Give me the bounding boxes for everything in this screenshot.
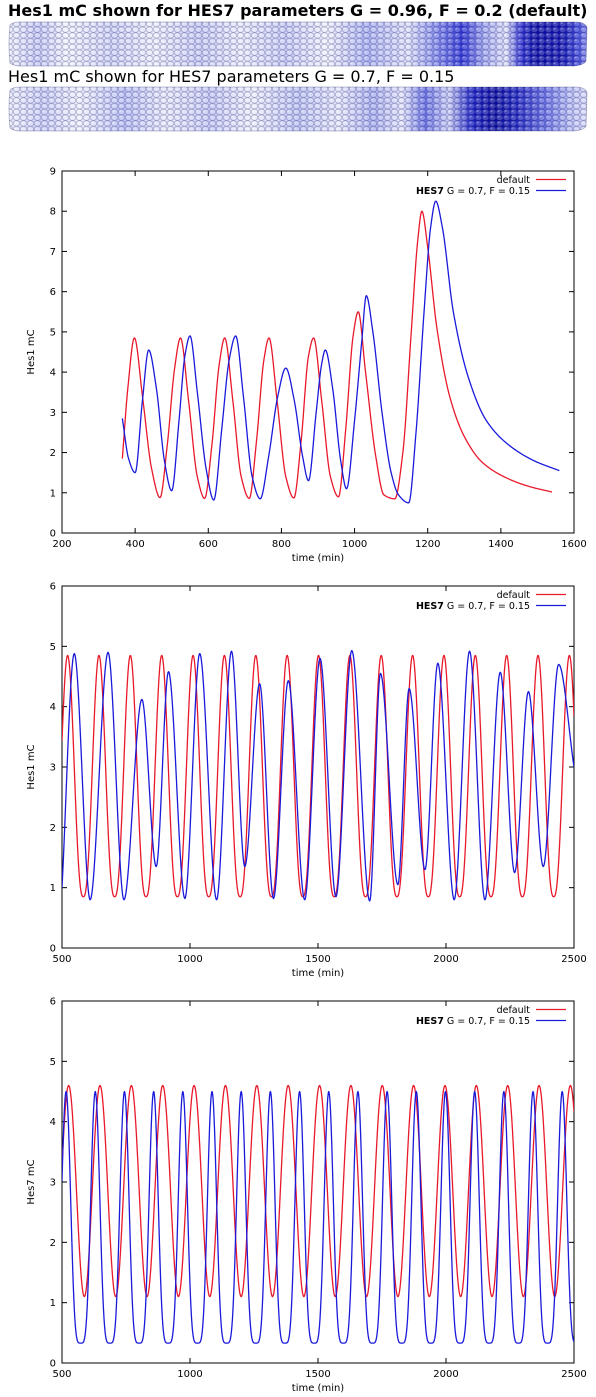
series-group — [62, 1084, 574, 1344]
x-tick-label: 2500 — [561, 954, 586, 965]
y-tick-label: 6 — [50, 582, 56, 593]
x-tick-label: 600 — [199, 539, 218, 550]
y-tick-label: 6 — [50, 997, 56, 1008]
x-tick-label: 1600 — [561, 539, 586, 550]
x-tick-label: 1500 — [305, 954, 330, 965]
tissue-cells — [8, 21, 588, 67]
y-tick-label: 4 — [50, 702, 56, 713]
x-axis-label: time (min) — [292, 1383, 345, 1394]
y-tick-label: 1 — [50, 488, 56, 499]
series-line-default — [62, 654, 574, 898]
tissue-strip-default — [8, 21, 588, 67]
series-line-hes7-modified — [121, 200, 560, 504]
chart-hes7-long: 500 1000 1500 2000 2500 0 1 2 3 4 5 6 time (min) Hes7… — [26, 997, 587, 1395]
series-line-hes7-modified — [62, 1090, 574, 1344]
legend-label: HES7 G = 0.7, F = 0.15 — [416, 186, 530, 197]
y-tick-label: 4 — [50, 1117, 56, 1128]
plot-frame — [61, 170, 575, 534]
x-tick-label: 1500 — [305, 1369, 330, 1380]
x-tick-label: 1400 — [488, 539, 513, 550]
y-tick-label: 2 — [50, 448, 56, 459]
legend-label-text: G = 0.7, F = 0.15 — [444, 1016, 530, 1027]
y-tick-label: 9 — [50, 167, 56, 178]
series-group — [121, 200, 560, 504]
y-axis-label: Hes7 mC — [26, 1159, 37, 1204]
x-tick-label: 400 — [126, 539, 145, 550]
y-tick-label: 1 — [50, 1298, 56, 1309]
series-line-hes7-modified — [62, 649, 574, 902]
x-tick-label: 1000 — [177, 954, 202, 965]
y-tick-label: 0 — [50, 529, 56, 540]
y-axis-label: Hes1 mC — [26, 744, 37, 789]
y-tick-label: 6 — [50, 287, 56, 298]
legend-label: default — [497, 175, 531, 186]
y-tick-label: 5 — [50, 642, 56, 653]
legend-label-bold: HES7 — [416, 1016, 444, 1027]
x-tick-label: 1000 — [342, 539, 367, 550]
x-tick-label: 2000 — [433, 954, 458, 965]
series-line-default — [121, 210, 553, 500]
x-tick-label: 1200 — [415, 539, 440, 550]
y-tick-label: 7 — [50, 247, 56, 258]
x-tick-label: 200 — [52, 539, 71, 550]
y-tick-label: 3 — [50, 1178, 56, 1189]
y-tick-label: 4 — [50, 368, 56, 379]
chart-hes1-transient: 200 400 600 800 1000 1200 1400 1600 0 1 2 3 4 5 6 7 8 9 ti… — [26, 167, 587, 565]
y-tick-label: 3 — [50, 763, 56, 774]
legend-label: default — [497, 1005, 531, 1016]
x-tick-label: 500 — [52, 954, 71, 965]
x-axis-label: time (min) — [292, 968, 345, 979]
legend-label: default — [497, 590, 531, 601]
y-axis-label: Hes1 mC — [26, 329, 37, 374]
x-tick-label: 2000 — [433, 1369, 458, 1380]
legend-label-bold: HES7 — [416, 186, 444, 197]
legend-label-text: G = 0.7, F = 0.15 — [444, 186, 530, 197]
series-line-default — [62, 1084, 574, 1298]
chart-hes1-long: 500 1000 1500 2000 2500 0 1 2 3 4 5 6 time (min) Hes1… — [26, 582, 587, 980]
x-tick-label: 800 — [272, 539, 291, 550]
y-tick-label: 1 — [50, 883, 56, 894]
y-tick-label: 0 — [50, 944, 56, 955]
plot-frame — [61, 585, 575, 949]
x-tick-label: 1000 — [177, 1369, 202, 1380]
legend-label-text: G = 0.7, F = 0.15 — [444, 601, 530, 612]
legend-label-text: default — [497, 1005, 531, 1016]
strip-title-modified: Hes1 mC shown for HES7 parameters G = 0.… — [8, 67, 455, 86]
tissue-cells — [8, 86, 588, 132]
y-tick-label: 3 — [50, 408, 56, 419]
legend-label-text: default — [497, 590, 531, 601]
y-tick-label: 5 — [50, 327, 56, 338]
y-tick-label: 8 — [50, 207, 56, 218]
x-axis-label: time (min) — [292, 553, 345, 564]
tissue-strip-modified — [8, 86, 588, 132]
legend-label-bold: HES7 — [416, 601, 444, 612]
series-group — [62, 649, 574, 902]
x-tick-label: 500 — [52, 1369, 71, 1380]
y-tick-label: 2 — [50, 1238, 56, 1249]
y-tick-label: 0 — [50, 1359, 56, 1370]
y-tick-label: 5 — [50, 1057, 56, 1068]
y-tick-label: 2 — [50, 823, 56, 834]
x-tick-label: 2500 — [561, 1369, 586, 1380]
legend-label: HES7 G = 0.7, F = 0.15 — [416, 601, 530, 612]
legend-label: HES7 G = 0.7, F = 0.15 — [416, 1016, 530, 1027]
strip-title-default: Hes1 mC shown for HES7 parameters G = 0.… — [8, 1, 588, 20]
legend-label-text: default — [497, 175, 531, 186]
